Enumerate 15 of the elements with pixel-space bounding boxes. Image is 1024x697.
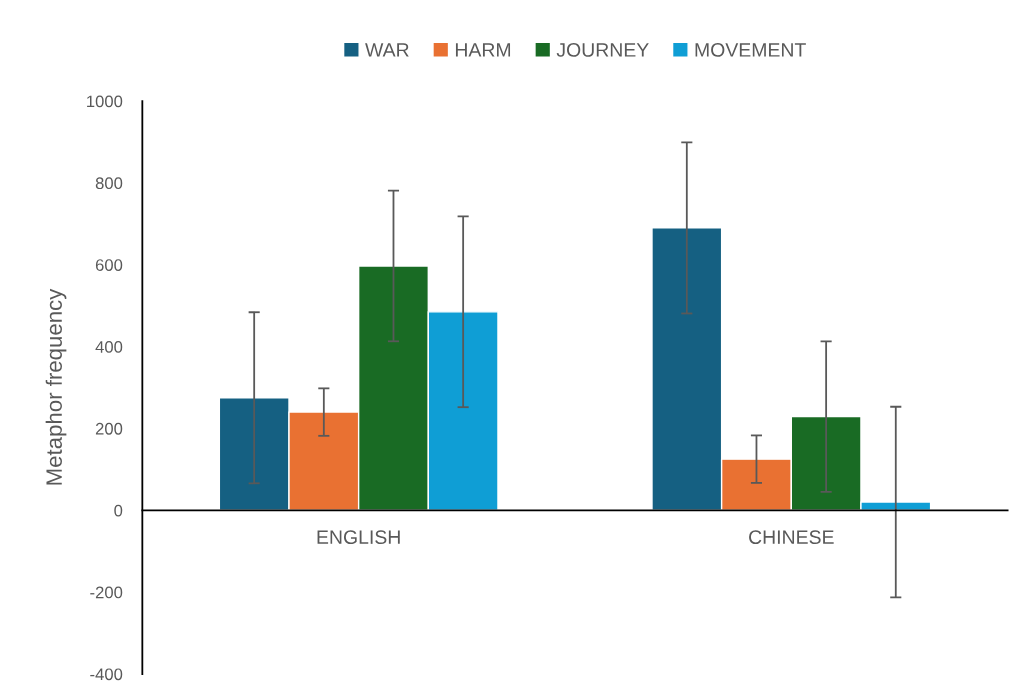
- y-tick-label: 200: [95, 422, 123, 435]
- x-tick-label: ENGLISH: [317, 530, 400, 545]
- y-tick-label: 0: [114, 504, 123, 517]
- legend-label: HARM: [455, 43, 511, 57]
- y-tick-label: 600: [95, 259, 123, 271]
- y-tick-label: 1000: [87, 95, 123, 108]
- legend-label: JOURNEY: [556, 43, 649, 57]
- y-tick-label: 400: [95, 341, 123, 353]
- y-tick-label: -200: [90, 586, 123, 599]
- y-tick-label: -400: [90, 668, 123, 681]
- legend-label: MOVEMENT: [695, 43, 806, 57]
- y-axis-title: Metaphor frequency: [45, 288, 67, 485]
- y-tick-label: 800: [95, 177, 123, 190]
- x-tick-label: CHINESE: [749, 530, 834, 545]
- legend-label: WAR: [365, 43, 409, 57]
